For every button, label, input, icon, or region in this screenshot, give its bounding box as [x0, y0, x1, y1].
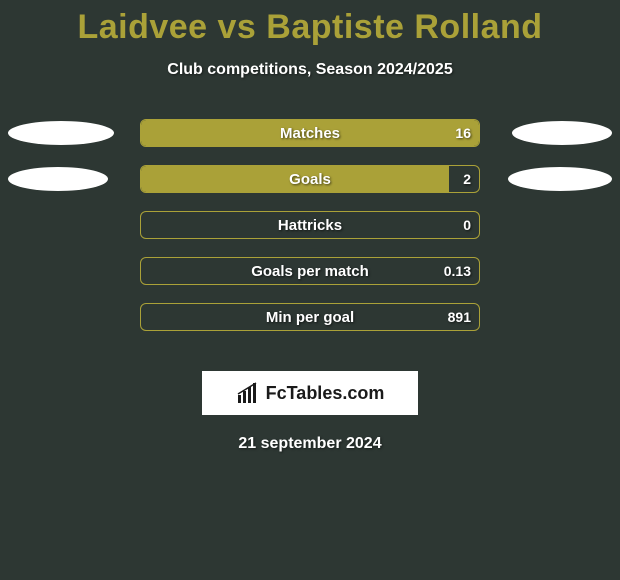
player-left-ellipse	[8, 121, 114, 145]
stat-value: 0.13	[444, 258, 471, 284]
subtitle: Club competitions, Season 2024/2025	[0, 61, 620, 79]
brand-box[interactable]: FcTables.com	[202, 371, 418, 415]
stat-label: Hattricks	[141, 212, 479, 238]
brand-text: FcTables.com	[266, 383, 385, 404]
stat-row: Goals per match0.13	[0, 257, 620, 285]
stat-bar: Goals per match0.13	[140, 257, 480, 285]
stats-chart: Matches16 Goals2 Hattricks0 Goals per match…	[0, 119, 620, 359]
player-left-ellipse	[8, 167, 108, 191]
stat-bar: Goals2	[140, 165, 480, 193]
stat-bar-fill	[141, 120, 479, 146]
stat-row: Hattricks0	[0, 211, 620, 239]
stat-bar: Hattricks0	[140, 211, 480, 239]
stat-row: Min per goal891	[0, 303, 620, 331]
stat-bar-fill	[141, 166, 449, 192]
stat-bar: Matches16	[140, 119, 480, 147]
player-right-ellipse	[512, 121, 612, 145]
chart-bars-icon	[236, 381, 260, 405]
stat-row: Matches16	[0, 119, 620, 147]
stat-row: Goals2	[0, 165, 620, 193]
stat-value: 891	[448, 304, 471, 330]
stat-label: Goals per match	[141, 258, 479, 284]
date-line: 21 september 2024	[0, 435, 620, 453]
player-right-ellipse	[508, 167, 612, 191]
stat-label: Min per goal	[141, 304, 479, 330]
page-title: Laidvee vs Baptiste Rolland	[0, 0, 620, 47]
stat-value: 0	[463, 212, 471, 238]
stat-bar: Min per goal891	[140, 303, 480, 331]
stat-value: 2	[463, 166, 471, 192]
